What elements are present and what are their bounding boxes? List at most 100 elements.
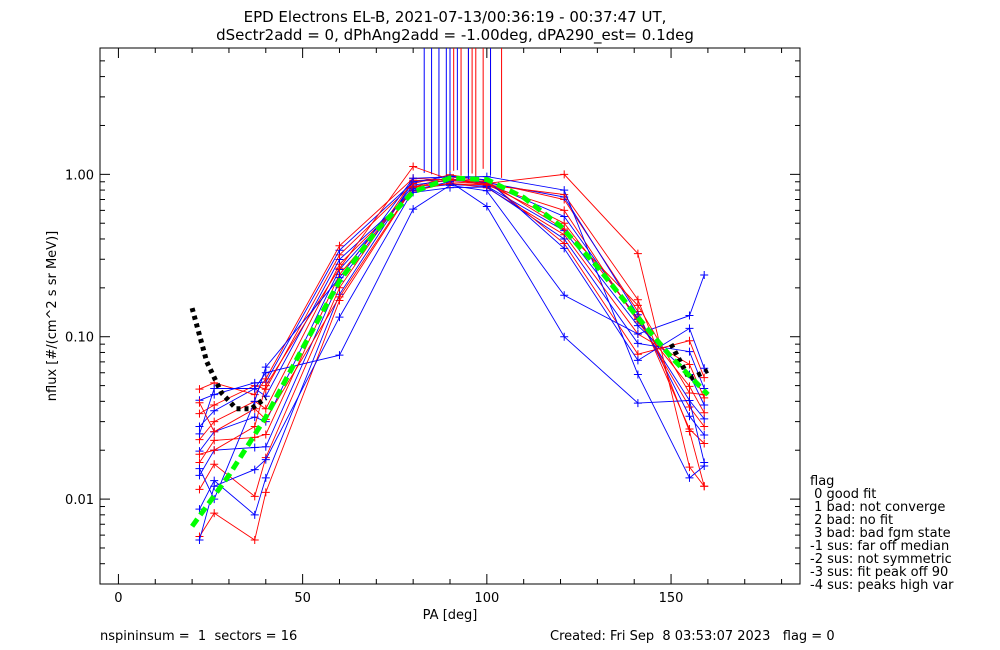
data-point-marker bbox=[685, 389, 694, 398]
flag-legend-entry: -1 sus: far off median bbox=[810, 539, 949, 554]
data-point-marker bbox=[210, 436, 219, 445]
data-point-marker bbox=[685, 412, 694, 421]
data-point-marker bbox=[250, 535, 259, 544]
data-point-marker bbox=[335, 292, 344, 301]
data-point-marker bbox=[685, 336, 694, 345]
data-point-marker bbox=[633, 339, 642, 348]
data-point-marker bbox=[700, 422, 709, 431]
data-point-marker bbox=[633, 356, 642, 365]
series-line bbox=[199, 176, 705, 501]
data-point-marker bbox=[409, 205, 418, 214]
data-point-marker bbox=[685, 463, 694, 472]
y-axis: 0.01 0.10 1.00 bbox=[65, 47, 800, 585]
data-point-marker bbox=[261, 488, 270, 497]
data-point-marker bbox=[482, 202, 491, 211]
data-point-marker bbox=[195, 464, 204, 473]
flag-legend-entry: -3 sus: fit peak off 90 bbox=[810, 565, 948, 580]
data-point-marker bbox=[560, 186, 569, 195]
data-point-marker bbox=[195, 450, 204, 459]
data-point-marker bbox=[685, 473, 694, 482]
data-point-marker bbox=[210, 384, 219, 393]
series-line bbox=[199, 179, 705, 476]
fit-layer bbox=[189, 175, 710, 528]
x-axis-label: PA [deg] bbox=[423, 608, 478, 623]
series-line bbox=[199, 182, 705, 440]
data-point-marker bbox=[700, 373, 709, 382]
data-point-marker bbox=[261, 455, 270, 464]
flag-legend-entry: 3 bad: bad fgm state bbox=[810, 526, 951, 541]
data-point-marker bbox=[261, 430, 270, 439]
data-point-marker bbox=[633, 329, 642, 338]
data-point-marker bbox=[700, 461, 709, 470]
data-point-marker bbox=[210, 400, 219, 409]
series-line bbox=[199, 176, 705, 541]
data-point-marker bbox=[210, 427, 219, 436]
data-point-marker bbox=[685, 427, 694, 436]
data-point-marker bbox=[335, 241, 344, 250]
data-point-marker bbox=[560, 291, 569, 300]
data-point-marker bbox=[560, 225, 569, 234]
data-point-marker bbox=[195, 485, 204, 494]
x-tick-label: 50 bbox=[294, 591, 311, 606]
x-axis: 0 50 100 150 bbox=[114, 48, 783, 606]
series-layer bbox=[195, 48, 709, 544]
flag-legend-entry: 2 bad: no fit bbox=[810, 513, 893, 528]
data-point-marker bbox=[210, 446, 219, 455]
y-tick-label: 0.01 bbox=[65, 493, 94, 508]
data-point-marker bbox=[195, 429, 204, 438]
data-point-marker bbox=[633, 249, 642, 258]
data-point-marker bbox=[700, 408, 709, 417]
flag-legend-title: flag bbox=[810, 474, 834, 489]
data-point-marker bbox=[685, 347, 694, 356]
data-point-marker bbox=[195, 409, 204, 418]
x-tick-label: 150 bbox=[659, 591, 684, 606]
series-line bbox=[199, 165, 705, 487]
data-point-marker bbox=[633, 321, 642, 330]
data-point-marker bbox=[700, 270, 709, 279]
x-tick-label: 0 bbox=[114, 591, 122, 606]
y-tick-label: 0.10 bbox=[65, 331, 94, 346]
black-fit-curve-left bbox=[189, 307, 268, 412]
data-point-marker bbox=[195, 535, 204, 544]
data-point-marker bbox=[409, 174, 418, 183]
data-point-marker bbox=[250, 492, 259, 501]
y-axis-label: nflux [#/(cm^2 s sr MeV)] bbox=[45, 231, 60, 401]
flag-legend-entry: -2 sus: not symmetric bbox=[810, 552, 952, 567]
x-tick-label: 100 bbox=[474, 591, 499, 606]
data-point-marker bbox=[560, 244, 569, 253]
footer-created-info: Created: Fri Sep 8 03:53:07 2023 flag = … bbox=[550, 629, 835, 644]
data-point-marker bbox=[633, 295, 642, 304]
series-line bbox=[199, 181, 705, 541]
data-point-marker bbox=[335, 351, 344, 360]
y-tick-label: 1.00 bbox=[65, 168, 94, 183]
footer-spin-info: nspininsum = 1 sectors = 16 bbox=[100, 629, 297, 644]
data-point-marker bbox=[685, 311, 694, 320]
data-point-marker bbox=[560, 170, 569, 179]
data-point-marker bbox=[261, 381, 270, 390]
chart-title-line2: dSectr2add = 0, dPhAng2add = -1.00deg, d… bbox=[216, 26, 694, 45]
data-point-marker bbox=[700, 431, 709, 440]
median-fit-curve bbox=[190, 175, 710, 528]
data-point-marker bbox=[633, 399, 642, 408]
series-line bbox=[199, 178, 705, 516]
flag-legend: flag 0 good fit 1 bad: not converge 2 ba… bbox=[810, 474, 954, 593]
data-point-marker bbox=[261, 363, 270, 372]
data-point-marker bbox=[560, 206, 569, 215]
data-point-marker bbox=[409, 186, 418, 195]
series-line bbox=[199, 177, 705, 396]
flag-legend-entry: 0 good fit bbox=[810, 487, 876, 502]
flag-legend-entry: 1 bad: not converge bbox=[810, 500, 945, 515]
data-point-marker bbox=[700, 400, 709, 409]
data-point-marker bbox=[195, 471, 204, 480]
flag-legend-entry: -4 sus: peaks high var bbox=[810, 578, 954, 593]
data-point-marker bbox=[210, 460, 219, 469]
data-point-marker bbox=[685, 396, 694, 405]
data-point-marker bbox=[700, 439, 709, 448]
data-point-marker bbox=[685, 360, 694, 369]
data-point-marker bbox=[261, 442, 270, 451]
data-point-marker bbox=[409, 162, 418, 171]
series-line bbox=[199, 184, 705, 452]
data-point-marker bbox=[700, 482, 709, 491]
data-point-marker bbox=[335, 313, 344, 322]
